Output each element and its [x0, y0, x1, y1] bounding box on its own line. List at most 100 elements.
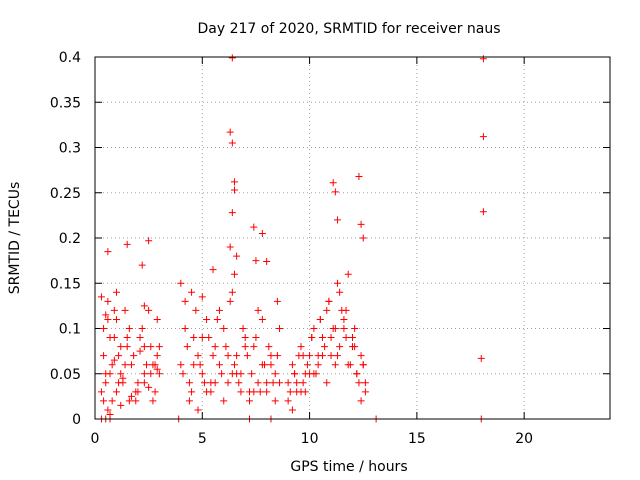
data-point — [359, 361, 367, 369]
data-point — [327, 352, 335, 360]
data-point — [188, 288, 196, 296]
data-point — [233, 352, 241, 360]
data-point — [314, 352, 322, 360]
data-point — [361, 379, 369, 387]
data-point — [181, 297, 189, 305]
data-point — [196, 361, 204, 369]
data-point — [357, 397, 365, 405]
data-point — [130, 352, 138, 360]
data-point — [323, 306, 331, 314]
data-point — [198, 293, 206, 301]
data-point — [273, 352, 281, 360]
data-point — [209, 266, 217, 274]
y-tick-label: 0.2 — [59, 231, 81, 247]
data-point — [203, 315, 211, 323]
data-point — [188, 388, 196, 396]
data-point — [359, 234, 367, 242]
data-point — [479, 208, 487, 216]
data-point — [205, 334, 213, 342]
data-point — [194, 406, 202, 414]
data-point — [200, 379, 208, 387]
data-point — [97, 293, 105, 301]
data-point — [230, 361, 238, 369]
data-point — [288, 361, 296, 369]
data-point — [351, 325, 359, 332]
data-point — [342, 306, 350, 314]
data-point — [331, 188, 339, 196]
data-point — [284, 379, 292, 387]
data-point — [121, 361, 129, 369]
data-point — [321, 343, 329, 351]
x-tick-label: 10 — [301, 431, 319, 447]
data-point — [265, 343, 273, 351]
data-point — [308, 334, 316, 342]
data-point — [222, 343, 230, 351]
data-point — [102, 311, 110, 319]
data-point — [213, 315, 221, 323]
data-point — [271, 397, 279, 405]
data-point — [228, 209, 236, 217]
data-point — [288, 406, 296, 414]
data-point — [185, 379, 193, 387]
y-tick-label: 0.3 — [59, 141, 81, 157]
data-point — [115, 379, 123, 387]
data-point — [183, 343, 191, 351]
data-point — [218, 370, 226, 378]
data-point — [127, 392, 135, 400]
data-point — [106, 334, 114, 342]
data-point — [336, 288, 344, 296]
data-point — [226, 297, 234, 305]
data-points — [97, 54, 487, 423]
data-point — [346, 361, 354, 369]
data-point — [228, 54, 236, 62]
y-tick-label: 0.1 — [59, 322, 81, 338]
x-tick-label: 15 — [408, 431, 426, 447]
data-point — [271, 370, 279, 378]
data-point — [100, 352, 108, 360]
data-point — [123, 240, 131, 248]
x-tick-label: 20 — [515, 431, 533, 447]
data-point — [263, 379, 271, 387]
data-point — [220, 397, 228, 405]
data-point — [181, 325, 189, 332]
data-point — [100, 397, 108, 405]
data-point — [140, 379, 148, 387]
data-point — [145, 306, 153, 314]
data-point — [479, 55, 487, 63]
data-point — [125, 397, 133, 405]
data-point — [306, 370, 314, 378]
data-point — [106, 370, 114, 378]
data-point — [361, 388, 369, 396]
y-tick-label: 0.35 — [50, 95, 81, 111]
data-point — [138, 325, 146, 332]
data-point — [110, 356, 118, 364]
data-point — [134, 388, 142, 396]
data-point — [237, 388, 245, 396]
data-point — [349, 343, 356, 351]
data-point — [331, 361, 339, 369]
data-point — [355, 379, 363, 387]
data-point — [179, 370, 187, 378]
data-point — [291, 370, 299, 378]
data-point — [185, 397, 193, 405]
data-point — [342, 334, 350, 342]
x-axis-label: GPS time / hours — [290, 459, 407, 475]
data-point — [248, 370, 256, 378]
data-point — [336, 343, 344, 351]
data-point — [198, 334, 206, 342]
data-point — [293, 379, 301, 387]
data-point — [108, 361, 116, 369]
data-point — [254, 306, 262, 314]
data-point — [250, 343, 258, 351]
data-point — [226, 243, 234, 251]
data-point — [329, 179, 337, 187]
data-point — [297, 343, 305, 351]
data-point — [327, 334, 335, 342]
data-point — [117, 401, 125, 409]
y-tick-label: 0.25 — [50, 186, 81, 202]
data-point — [123, 334, 131, 342]
data-point — [155, 343, 163, 351]
y-tick-label: 0 — [72, 412, 81, 428]
data-point — [140, 343, 148, 351]
data-point — [132, 397, 140, 405]
